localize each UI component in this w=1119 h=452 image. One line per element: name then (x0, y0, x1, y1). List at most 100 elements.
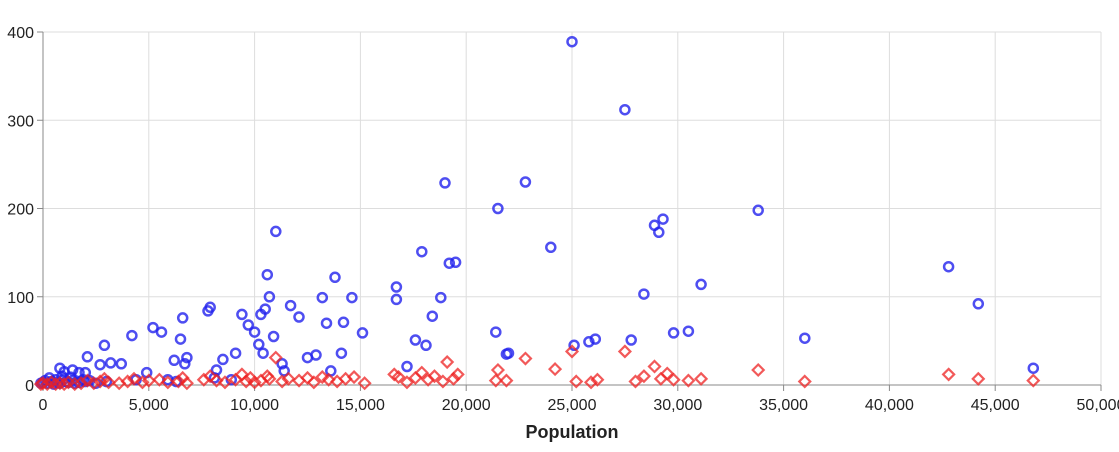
diamond-data-point (583, 375, 599, 390)
diamond-data-point (281, 371, 296, 386)
x-tick-label: 45,000 (971, 397, 1020, 414)
diamond-data-point (490, 362, 505, 378)
circle-data-point (492, 202, 504, 215)
circle-data-point (66, 364, 79, 376)
diamond-data-point (101, 375, 116, 390)
diamond-data-point (93, 374, 108, 389)
diamond-data-point (247, 375, 262, 390)
circle-data-point (519, 176, 532, 188)
diamond-data-point (57, 377, 72, 392)
circle-data-point (426, 310, 439, 322)
circle-data-point (416, 245, 428, 258)
circle-data-point (181, 351, 193, 364)
y-tick-label: 100 (7, 290, 34, 307)
circle-data-point (545, 241, 557, 254)
circle-data-point (147, 321, 159, 334)
y-tick-label: 200 (7, 202, 34, 219)
diamond-data-point (450, 367, 465, 382)
circle-data-point (204, 301, 216, 314)
diamond-data-point (518, 351, 533, 366)
circle-data-point (752, 204, 764, 217)
x-tick-label: 0 (39, 397, 48, 414)
circle-data-point (799, 332, 811, 344)
x-tick-label: 35,000 (759, 397, 808, 414)
circle-data-point (259, 303, 271, 315)
circle-data-point (439, 177, 451, 189)
circle-data-point (346, 291, 358, 304)
diamond-data-point (209, 373, 224, 388)
diamond-data-point (628, 374, 643, 389)
diamond-data-point (1026, 373, 1041, 388)
circle-data-point (242, 319, 255, 331)
circle-data-point (179, 358, 191, 370)
y-tick-label: 400 (7, 25, 34, 42)
diamond-data-point (141, 373, 156, 388)
x-tick-label: 20,000 (442, 397, 491, 414)
diamond-data-point (653, 371, 668, 386)
circle-data-point (276, 358, 288, 370)
grid-lines (42, 31, 1102, 386)
x-axis-ticks: 0 5,000 10,000 15,000 20,000 25,000 30,000 35,0… (39, 385, 1119, 414)
diamond-data-point (152, 372, 167, 387)
circle-data-point (566, 35, 578, 48)
diamond-data-point (126, 371, 142, 386)
diamond-data-point (357, 376, 372, 391)
diamond-data-point (694, 371, 709, 386)
circle-data-point (253, 338, 265, 351)
circle-data-point (449, 256, 462, 269)
circle-data-point (98, 339, 111, 352)
circle-data-point (972, 298, 985, 310)
diamond-data-point (391, 370, 406, 385)
diamond-data-point (666, 372, 681, 387)
diamond-data-point (647, 359, 662, 374)
circle-data-point (168, 354, 180, 367)
circle-data-point (420, 339, 432, 352)
circle-data-point (337, 316, 350, 329)
x-tick-label: 10,000 (230, 397, 279, 414)
diamond-data-point (306, 375, 321, 390)
diamond-data-point (440, 354, 455, 370)
circle-data-point (657, 213, 669, 225)
diamond-data-point (300, 370, 315, 385)
diamond-data-point (268, 350, 283, 365)
circle-data-point (619, 103, 631, 116)
diamond-data-point (681, 373, 696, 388)
circle-data-point (155, 326, 168, 338)
circle-data-point (176, 312, 189, 324)
diamond-data-point (67, 377, 82, 392)
circle-data-point (263, 291, 276, 303)
diamond-data-point (548, 362, 563, 377)
circle-data-point (236, 308, 248, 321)
diamond-data-point (617, 344, 632, 359)
circle-data-point (174, 333, 187, 345)
circle-data-point (490, 326, 502, 338)
circle-data-point (638, 288, 650, 300)
circle-data-point (335, 347, 348, 359)
circle-data-point (126, 329, 138, 342)
diamond-data-point (941, 367, 956, 382)
circle-data-point (653, 226, 665, 239)
circle-data-point (293, 311, 305, 323)
diamond-data-point (120, 374, 135, 389)
x-axis-title: Population (526, 422, 619, 442)
circle-data-point (409, 334, 422, 346)
diamond-data-point (427, 369, 442, 384)
x-tick-label: 25,000 (548, 397, 597, 414)
circle-data-point (390, 293, 403, 306)
circle-data-point (667, 327, 680, 339)
diamond-data-point (262, 371, 277, 386)
diamond-data-point (315, 370, 330, 385)
circle-data-point (310, 349, 322, 361)
data-points (33, 35, 1041, 392)
circle-data-point (390, 281, 403, 293)
diamond-data-point (321, 372, 336, 387)
diamond-data-point (346, 370, 362, 385)
diamond-data-point (499, 373, 514, 388)
circle-data-point (270, 225, 282, 238)
x-tick-label: 15,000 (336, 397, 385, 414)
circle-data-point (401, 360, 413, 373)
x-tick-label: 30,000 (653, 397, 702, 414)
circle-data-point (942, 260, 955, 273)
circle-data-point (248, 326, 261, 338)
diamond-data-point (135, 375, 150, 390)
